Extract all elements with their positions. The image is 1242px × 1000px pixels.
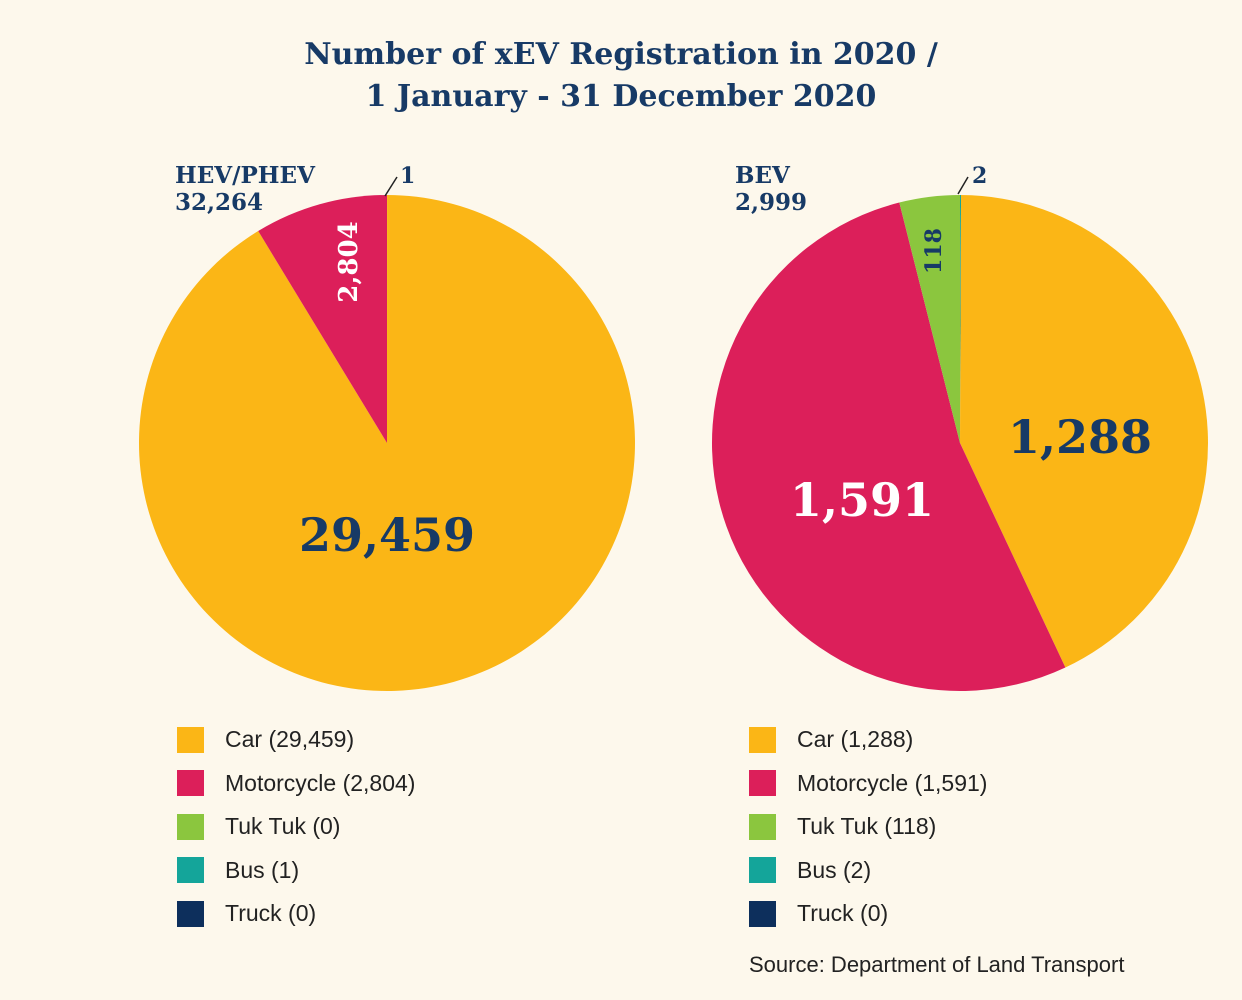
legend-swatch — [749, 726, 776, 753]
chart-title: Number of xEV Registration in 2020 / 1 J… — [0, 34, 1242, 118]
legend-swatch — [749, 857, 776, 884]
slice-value-label-bus: 2 — [972, 163, 987, 189]
legend-item: Motorcycle (1,591) — [749, 762, 987, 806]
pie-chart-hev-phev: HEV/PHEV 32,264 29,459 2,804 1 — [138, 162, 635, 691]
pie-slice-labels: 29,459 2,804 1 — [299, 163, 475, 562]
legend-item: Motorcycle (2,804) — [177, 762, 415, 806]
slice-value-label-car: 1,288 — [1008, 410, 1152, 464]
slice-value-label-motorcycle: 1,591 — [790, 473, 934, 527]
legend-item: Car (29,459) — [177, 718, 415, 762]
legend-label: Tuk Tuk (118) — [797, 813, 937, 840]
legend-label: Motorcycle (1,591) — [797, 769, 988, 796]
pie-slice-car — [138, 195, 635, 691]
pie-chart-bev: BEV 2,999 1,288 1,591 118 2 — [711, 162, 1208, 692]
pie-slices — [711, 194, 1208, 692]
pie-slices — [138, 195, 635, 691]
chart-title-line-2: 1 January - 31 December 2020 — [365, 79, 877, 114]
pie-total-label: 32,264 — [175, 189, 263, 216]
pie-slice-tuk-tuk — [899, 195, 960, 443]
legend-item: Bus (1) — [177, 849, 415, 893]
pie-slice-car — [960, 195, 1208, 668]
legend-label: Bus (1) — [225, 856, 300, 883]
slice-value-label-tuk-tuk: 118 — [921, 228, 947, 274]
pie-group-label: HEV/PHEV — [175, 162, 316, 189]
pie-slice-bus — [960, 194, 962, 443]
legend-hev-phev: Car (29,459) Motorcycle (2,804) Tuk Tuk (0… — [177, 718, 415, 936]
legend-swatch — [177, 770, 204, 797]
legend-item: Tuk Tuk (118) — [749, 805, 987, 849]
pie-slice-labels: 1,288 1,591 118 2 — [790, 163, 1152, 527]
pie-slice-motorcycle — [711, 202, 1066, 692]
legend-label: Motorcycle (2,804) — [225, 769, 416, 796]
legend-swatch — [749, 813, 776, 840]
legend-item: Car (1,288) — [749, 718, 987, 762]
legend-swatch — [749, 770, 776, 797]
legend-label: Truck (0) — [797, 900, 889, 927]
leader-line — [384, 176, 398, 197]
leader-line — [957, 176, 969, 195]
legend-swatch — [177, 726, 204, 753]
slice-value-label-bus: 1 — [400, 163, 415, 189]
slice-value-label-car: 29,459 — [299, 508, 475, 562]
legend-label: Car (29,459) — [225, 726, 355, 753]
pie-total-label: 2,999 — [735, 189, 807, 216]
pie-group-label: BEV — [735, 162, 791, 189]
legend-swatch — [177, 900, 204, 927]
slice-value-label-motorcycle: 2,804 — [334, 221, 364, 302]
legend-swatch — [177, 813, 204, 840]
legend-item: Truck (0) — [749, 892, 987, 936]
legend-swatch — [177, 857, 204, 884]
legend-bev: Car (1,288) Motorcycle (1,591) Tuk Tuk (11… — [749, 718, 987, 936]
source-note: Source: Department of Land Transport — [749, 952, 1125, 977]
legend-label: Car (1,288) — [797, 726, 914, 753]
legend-label: Bus (2) — [797, 856, 872, 883]
legend-label: Tuk Tuk (0) — [225, 813, 341, 840]
legend-swatch — [749, 900, 776, 927]
legend-item: Tuk Tuk (0) — [177, 805, 415, 849]
legend-item: Truck (0) — [177, 892, 415, 936]
legend-item: Bus (2) — [749, 849, 987, 893]
legend-label: Truck (0) — [225, 900, 317, 927]
chart-title-line-1: Number of xEV Registration in 2020 / — [304, 37, 938, 72]
pie-slice-motorcycle — [258, 195, 387, 443]
